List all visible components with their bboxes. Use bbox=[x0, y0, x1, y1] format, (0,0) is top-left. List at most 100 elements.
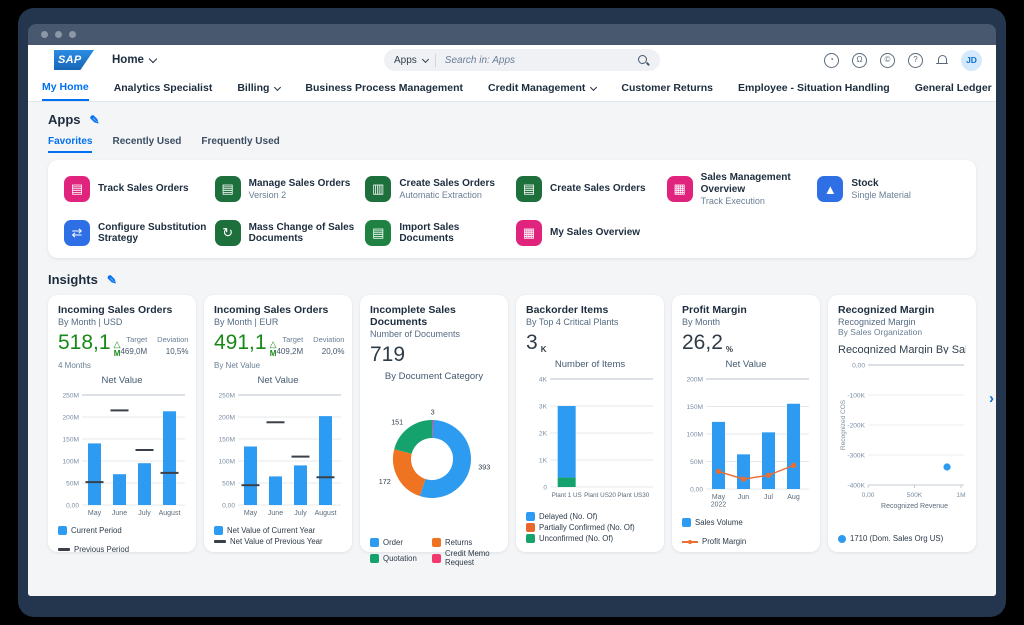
user-avatar[interactable]: JD bbox=[961, 49, 982, 71]
copilot-icon[interactable]: © bbox=[880, 52, 895, 68]
legend-swatch bbox=[58, 548, 70, 551]
nav-item-billing[interactable]: Billing bbox=[237, 75, 282, 101]
nav-item-my-home[interactable]: My Home bbox=[42, 75, 89, 101]
app-tile[interactable]: ▦ My Sales Overview bbox=[512, 214, 663, 252]
app-tile-subtitle: Track Execution bbox=[700, 195, 765, 206]
search-scope-select[interactable]: Apps bbox=[394, 55, 429, 66]
app-tile-title: Import Sales Documents bbox=[399, 221, 460, 245]
window-control-dot[interactable] bbox=[55, 31, 62, 38]
tab-frequently-used[interactable]: Frequently Used bbox=[201, 136, 280, 147]
legend-swatch bbox=[58, 525, 67, 535]
insight-card-incomplete-sales-documents[interactable]: Incomplete Sales Documents Number of Docu… bbox=[360, 295, 508, 567]
nav-item-employee-situation-handling[interactable]: Employee - Situation Handling bbox=[738, 81, 890, 94]
sap-logo[interactable]: SAP bbox=[54, 50, 94, 70]
nav-item-analytics-specialist[interactable]: Analytics Specialist bbox=[113, 81, 213, 94]
svg-text:100M: 100M bbox=[219, 458, 236, 465]
app-tile[interactable]: ▤ Create Sales Orders bbox=[512, 166, 663, 212]
legend-item: Credit Memo Request bbox=[432, 549, 498, 567]
app-tile-text: Manage Sales Orders Version 2 bbox=[249, 178, 351, 201]
app-tile-subtitle: Single Material bbox=[851, 189, 911, 200]
kpi-side-value: 469,0M bbox=[120, 347, 148, 357]
manage-sales-orders-icon: ▤ bbox=[214, 176, 241, 203]
app-tile[interactable]: ⇄ Configure Substitution Strategy bbox=[60, 214, 211, 252]
insight-card-profit-margin[interactable]: Profit Margin By Month 26,2% Net Value 200M 1… bbox=[672, 295, 820, 553]
card-title: Incoming Sales Orders bbox=[58, 304, 173, 317]
divider bbox=[434, 53, 436, 67]
svg-text:Recognized COS: Recognized COS bbox=[840, 400, 847, 451]
notifications-bell-icon[interactable] bbox=[936, 54, 948, 66]
chart-stacked: 4K 3K 2K 1K 0 Plant 1 US Plant US20 Plant US30 bbox=[526, 371, 654, 508]
kpi-side-metric: Deviation 10,5% bbox=[157, 335, 188, 357]
window-control-dot[interactable] bbox=[69, 31, 76, 38]
kpi-row: 491,1 △ M Target 409,2M Deviation 20,0% bbox=[214, 332, 344, 358]
legend-swatch bbox=[526, 523, 535, 533]
svg-text:-100K: -100K bbox=[847, 393, 865, 400]
app-tile-text: Sales Management Overview Track Execution bbox=[701, 172, 810, 206]
session-icon[interactable]: ◔ bbox=[824, 52, 839, 68]
chart-legend: Net Value of Current Year Net Value of Pr… bbox=[214, 525, 342, 546]
kpi-aux: △ M bbox=[270, 332, 277, 358]
nav-item-general-ledger[interactable]: General Ledger bbox=[915, 75, 996, 101]
legend-item: 1710 (Dom. Sales Org US) bbox=[838, 534, 943, 543]
app-tile[interactable]: ▥ Create Sales Orders Automatic Extraction bbox=[361, 166, 512, 212]
kpi-side: Target 409,2M Deviation 20,0% bbox=[276, 332, 344, 357]
app-tile[interactable]: ▤ Track Sales Orders bbox=[60, 166, 211, 212]
apps-tabs: Favorites Recently Used Frequently Used bbox=[48, 136, 976, 153]
window-control-dot[interactable] bbox=[41, 31, 48, 38]
carousel-next-button[interactable]: › bbox=[989, 390, 994, 407]
home-menu[interactable]: Home bbox=[112, 54, 158, 66]
insight-card-recognized-margin[interactable]: Recognized Margin Recognized Margin By Sal… bbox=[828, 295, 976, 553]
card-subtitle: By Month bbox=[682, 317, 721, 328]
edit-insights-pencil-icon[interactable]: ✎ bbox=[106, 272, 117, 287]
app-tile[interactable]: ↻ Mass Change of Sales Documents bbox=[211, 214, 362, 252]
svg-text:3: 3 bbox=[431, 408, 435, 417]
kpi-row: 719 bbox=[370, 344, 498, 366]
app-tile-text: Mass Change of Sales Documents bbox=[249, 222, 358, 246]
svg-text:150M: 150M bbox=[219, 436, 236, 443]
insight-card-incoming-sales-orders-eur[interactable]: Incoming Sales Orders By Month | EUR 491,1… bbox=[204, 295, 352, 553]
kpi-side-label: Deviation bbox=[157, 335, 189, 345]
card-title: Backorder Items bbox=[526, 304, 609, 317]
nav-item-business-process-management[interactable]: Business Process Management bbox=[305, 81, 463, 94]
svg-text:500K: 500K bbox=[907, 492, 923, 499]
legend-label: Credit Memo Request bbox=[445, 549, 490, 568]
card-subtitle: By Top 4 Critical Plants bbox=[526, 317, 619, 328]
nav-item-customer-returns[interactable]: Customer Returns bbox=[621, 81, 714, 94]
app-tile[interactable]: ▤ Manage Sales Orders Version 2 bbox=[211, 166, 362, 212]
search-icon[interactable] bbox=[637, 54, 650, 67]
search-bar[interactable]: Apps bbox=[384, 49, 660, 71]
insights-section-title: Insights bbox=[48, 272, 98, 288]
kpi-unit: K bbox=[540, 345, 547, 355]
insight-card-backorder-items[interactable]: Backorder Items By Top 4 Critical Plants 3… bbox=[516, 295, 664, 553]
tab-favorites[interactable]: Favorites bbox=[48, 136, 93, 153]
svg-text:Plant US20: Plant US20 bbox=[584, 492, 616, 499]
support-headset-icon[interactable]: Ω bbox=[852, 52, 867, 68]
app-tile[interactable]: ▤ Import Sales Documents bbox=[361, 214, 512, 252]
legend-label: Previous Period bbox=[74, 544, 130, 554]
my-sales-overview-icon: ▦ bbox=[516, 220, 542, 247]
svg-text:-400K: -400K bbox=[847, 483, 865, 490]
app-tile[interactable]: ▦ Sales Management Overview Track Executio… bbox=[663, 166, 814, 212]
chevron-down-icon bbox=[148, 54, 158, 63]
kpi-aux: % bbox=[726, 332, 733, 354]
tab-recently-used[interactable]: Recently Used bbox=[112, 136, 182, 147]
nav-item-credit-management[interactable]: Credit Management bbox=[488, 75, 598, 101]
search-input[interactable] bbox=[442, 53, 630, 67]
app-tile[interactable]: ▲ Stock Single Material bbox=[813, 166, 964, 212]
home-menu-label: Home bbox=[112, 54, 144, 66]
chart-title: Recognized Margin By Sales Organz... bbox=[838, 344, 966, 355]
edit-apps-pencil-icon[interactable]: ✎ bbox=[89, 112, 100, 127]
legend-label: Sales Volume bbox=[695, 518, 743, 528]
chart-donut: 3 393 172 151 bbox=[370, 383, 498, 538]
nav-tabs: My Home Analytics Specialist Billing Busine… bbox=[28, 75, 996, 102]
legend-label: Current Period bbox=[71, 525, 122, 535]
insight-card-incoming-sales-orders-usd[interactable]: Incoming Sales Orders By Month | USD 518,1… bbox=[48, 295, 196, 554]
help-icon[interactable]: ? bbox=[908, 52, 923, 68]
app-tile-title: My Sales Overview bbox=[550, 227, 641, 239]
app-tile-text: Import Sales Documents bbox=[399, 222, 508, 246]
card-title: Incoming Sales Orders bbox=[214, 304, 329, 317]
chart-legend: 1710 (Dom. Sales Org US) bbox=[838, 534, 966, 543]
shell-header: SAP Home Apps ◔ Ω © ? JD bbox=[28, 45, 996, 75]
legend-item: Net Value of Current Year bbox=[214, 525, 342, 535]
